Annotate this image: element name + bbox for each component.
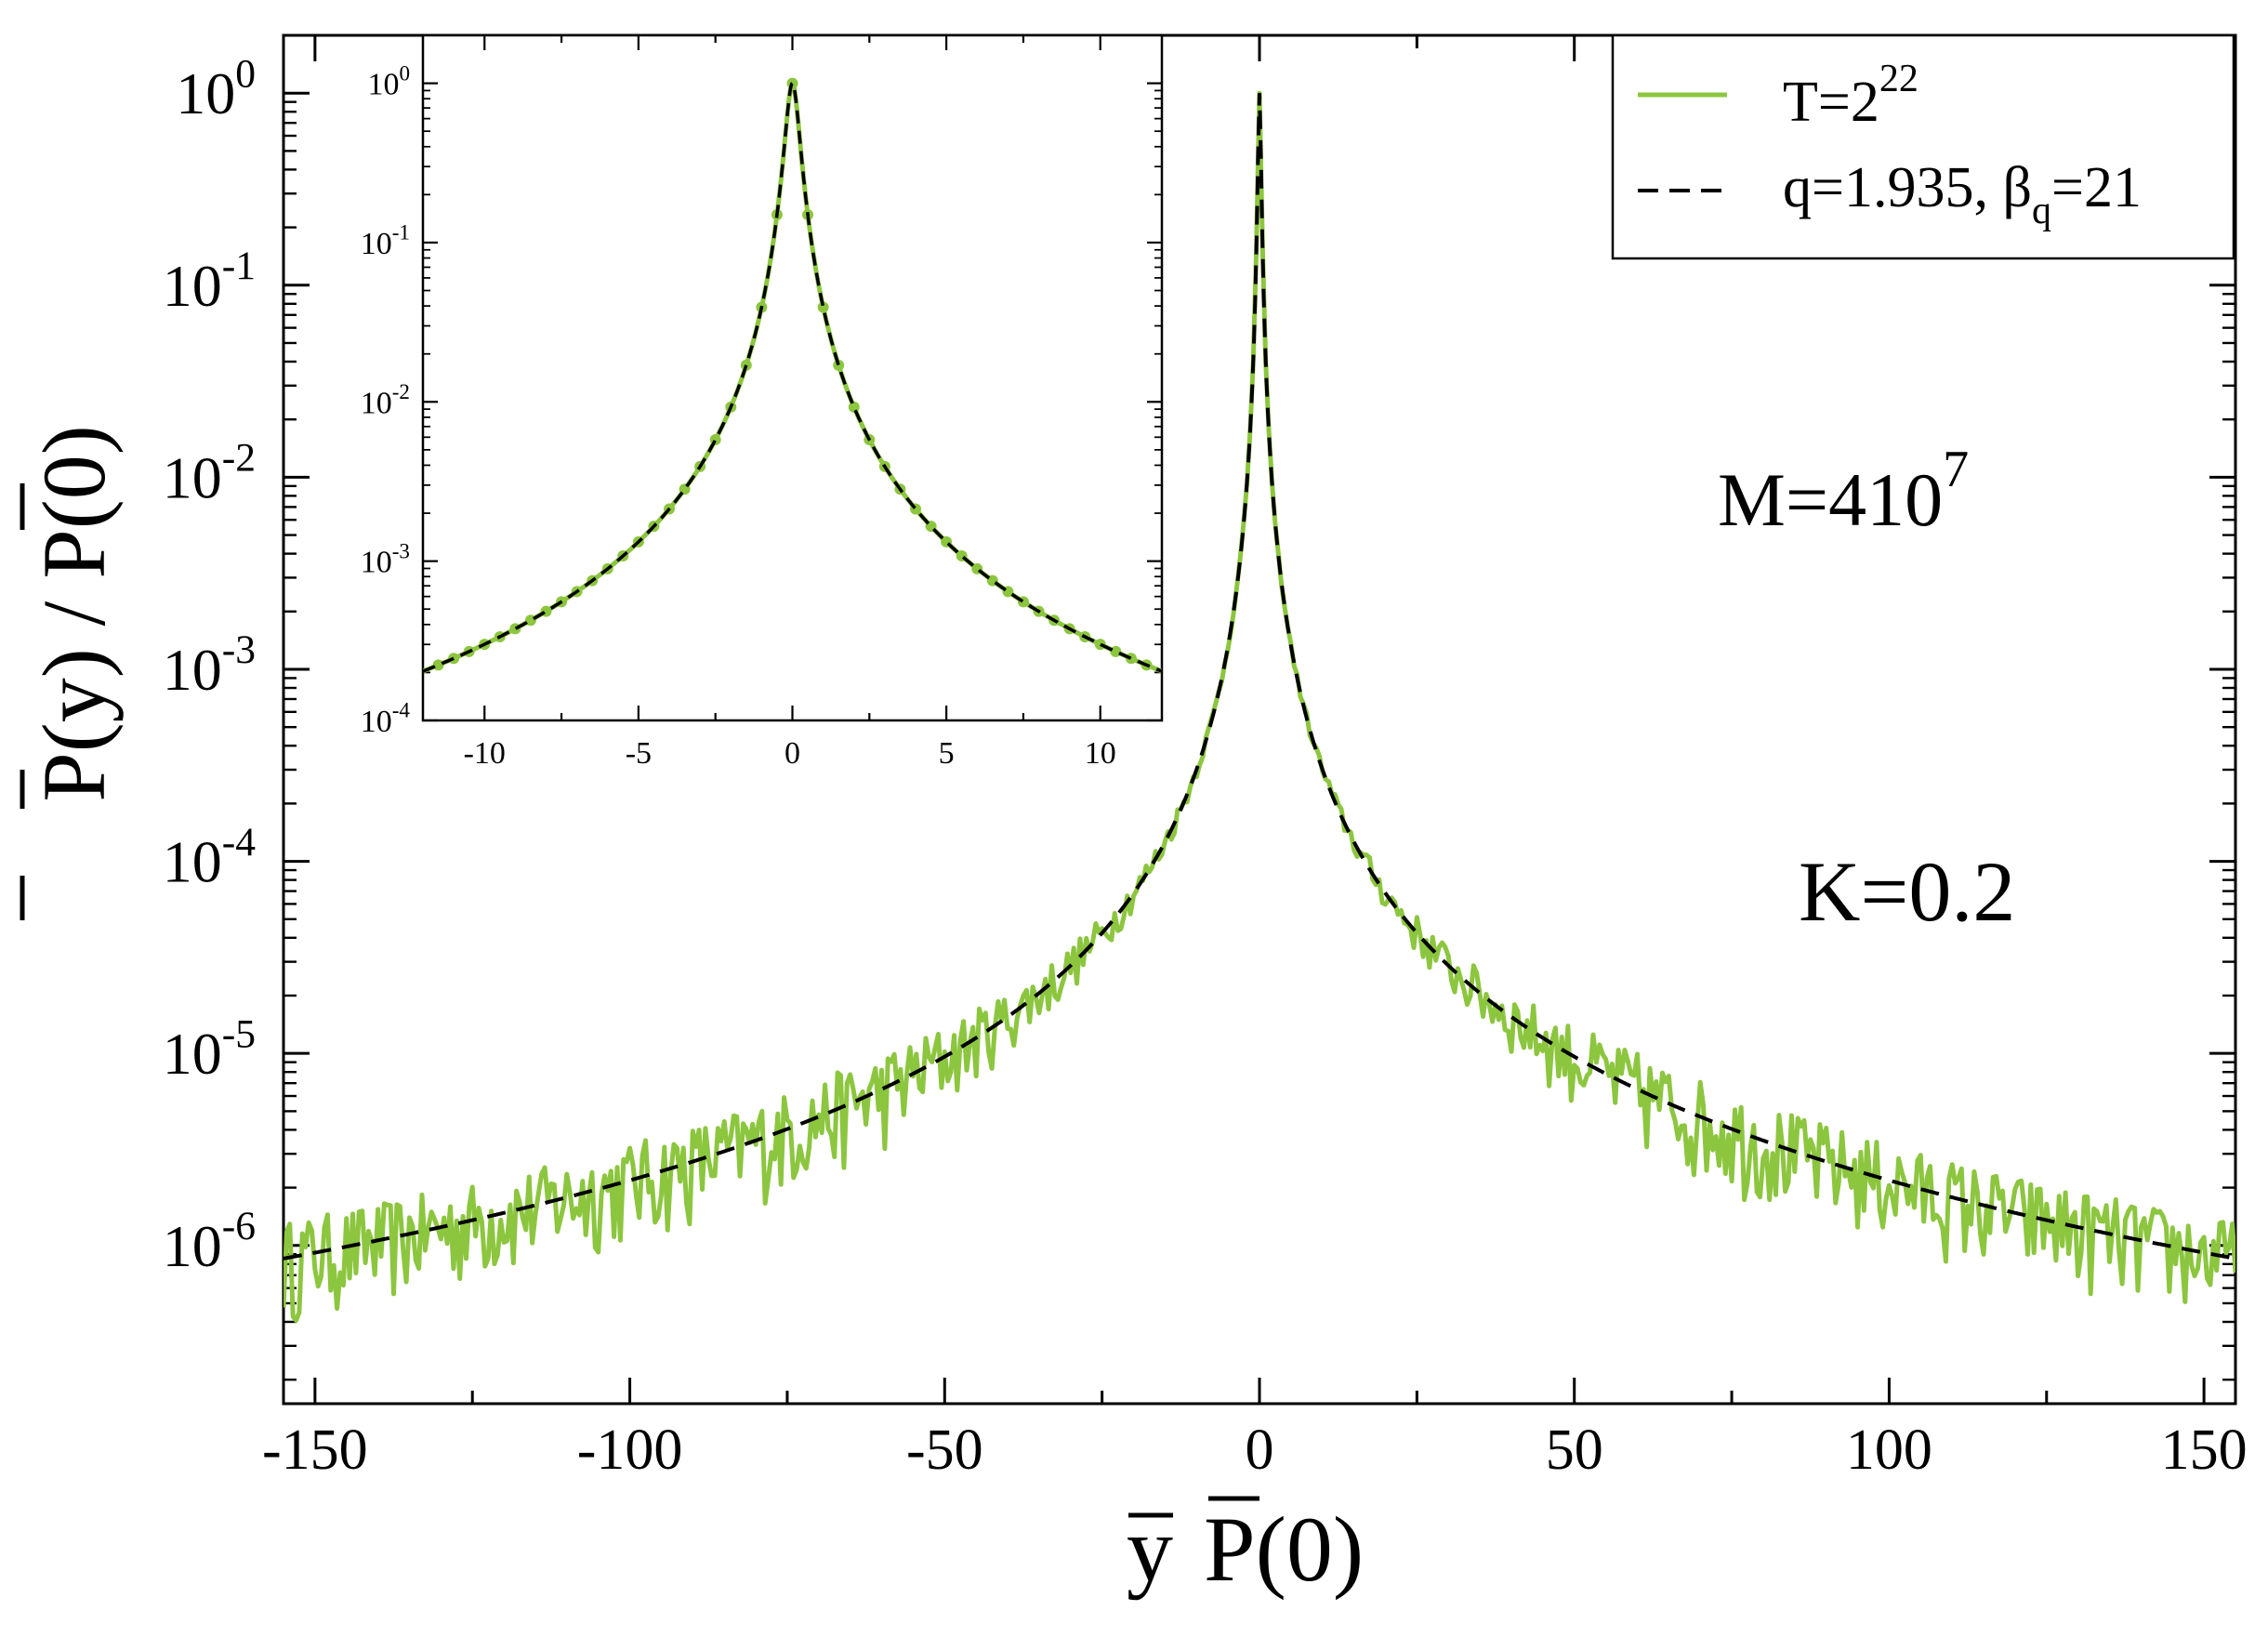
inset-ytick-label: 10-2 [361,380,410,420]
inset-ytick-label-base: 10 [367,68,399,102]
main-ytick-label-base: 10 [163,1213,222,1279]
inset-ytick-label-base: 10 [361,386,392,420]
main-ytick-label-exp: -5 [222,1011,256,1056]
inset-series-simulation-point [1094,639,1106,651]
main-ytick-label: 100 [176,51,256,126]
inset-ytick-label-base: 10 [361,227,392,261]
inset-xtick-label: 10 [1085,736,1116,771]
inset-series-group [423,77,1162,674]
main-ytick-label: 10-3 [163,627,256,703]
main-xtick-label: -100 [577,1419,683,1482]
main-ytick-label-exp: -6 [222,1204,256,1248]
inset-ytick-label: 10-1 [361,221,410,261]
main-xtick-label: 0 [1246,1419,1274,1482]
annotation-M-exp: 7 [1943,441,1969,498]
inset-ytick-label-exp: -1 [392,221,410,245]
inset-ytick-label-base: 10 [361,546,392,580]
legend-label-simulation: T=222 [1783,58,1919,134]
inset-ytick-label-base: 10 [361,705,392,739]
main-xtick-label: 50 [1546,1419,1603,1482]
main-clipped-series [284,90,2235,1323]
inset-xtick-label: 0 [785,736,800,771]
legend-label-simulation-exp: 22 [1879,58,1919,100]
main-xtick-label: 100 [1846,1419,1932,1482]
legend-label-simulation-base: T=2 [1783,71,1879,134]
main-series-fit [284,93,2235,1261]
main-ytick-label-base: 10 [163,829,222,895]
inset-ytick-label-exp: 0 [399,61,410,86]
main-ytick-label-base: 10 [163,637,222,703]
main-ytick-label-base: 10 [163,253,222,319]
main-ytick-label: 10-4 [163,820,256,895]
inset-ytick-label: 10-4 [361,699,411,739]
inset-xtick-label: 5 [939,736,955,771]
inset-ytick-label: 100 [367,61,410,101]
main-xtick-label: -150 [262,1419,368,1482]
inset-series-simulation-point [1110,645,1122,657]
y-axis-label-text: P(y) / P(0) [24,425,124,801]
inset-ytick-label-exp: -2 [392,380,410,404]
main-ytick-label-exp: -4 [222,820,256,865]
main-series-group [284,90,2235,1323]
y-axis-label: P(y) / P(0) [20,425,124,920]
x-axis-label: y P(0) [1127,1496,1364,1601]
inset-ytick-label-exp: -3 [392,539,410,563]
main-ytick-label-exp: -2 [222,436,256,481]
annotation-K: K=0.2 [1799,844,2015,939]
legend-label-fit-sub: q [2032,190,2051,232]
legend-label-fit-base: q=1.935, β [1783,156,2032,219]
inset-series-fit [423,81,1162,673]
inset-ytick-label-exp: -4 [392,699,411,723]
main-ytick-label-base: 10 [163,1021,222,1087]
annotation-M: M=4107 [1718,441,1969,542]
legend-box [1611,33,2235,260]
inset-series-simulation-point [709,434,721,446]
main-axis-ticks: -150 -100 -50 0 50 100 15010010-110-210-310-41… [163,33,2248,1482]
main-ytick-label: 10-5 [163,1011,256,1087]
inset-clipped-series [423,77,1162,674]
inset-ytick-label: 10-3 [361,539,410,579]
main-ytick-label-exp: 0 [235,51,256,96]
annotation-M-base: M=410 [1718,457,1943,542]
inset-xtick-label: -10 [464,736,506,771]
main-ytick-label: 10-6 [163,1204,256,1279]
main-ytick-label: 10-1 [163,244,256,319]
main-ytick-label: 10-2 [163,436,256,511]
main-xtick-label: 150 [2161,1419,2248,1482]
main-ytick-label-base: 10 [163,444,222,510]
main-ytick-label-base: 10 [176,60,235,126]
legend-label-fit-tail: =21 [2051,156,2142,219]
main-ytick-label-exp: -1 [222,244,256,288]
x-axis-label-P: P(0) [1204,1498,1364,1601]
main-xtick-label: -50 [906,1419,983,1482]
inset-series-simulation-point [432,659,444,671]
legend-label-fit: q=1.935, βq=21 [1783,156,2142,232]
inset-series-simulation-point [833,359,845,371]
inset-series-simulation-point [817,301,829,313]
main-ytick-label-exp: -3 [222,627,256,672]
inset-xtick-label: -5 [626,736,652,771]
